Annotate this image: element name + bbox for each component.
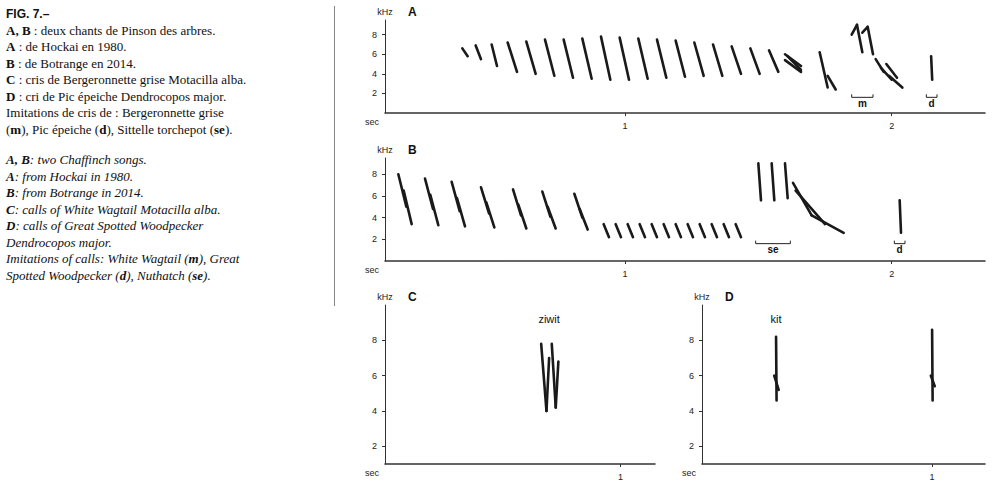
svg-text:A: A bbox=[408, 5, 417, 19]
html-text:FIG. 7.–: FIG. 7.– bbox=[6, 7, 50, 21]
svg-text:1: 1 bbox=[930, 472, 935, 481]
svg-text:2: 2 bbox=[372, 441, 377, 451]
html-text:C: cris de Bergeronnette grise: C: cris de Bergeronnette grise Motacilla… bbox=[6, 72, 247, 87]
html-text:(m), Pic épeiche (d), Sittelle: (m), Pic épeiche (d), Sittelle torchepot… bbox=[6, 121, 233, 137]
svg-text:8: 8 bbox=[372, 169, 377, 179]
html-text:Dendrocopos major.: Dendrocopos major. bbox=[6, 234, 112, 250]
svg-text:C: C bbox=[408, 290, 417, 304]
svg-text:6: 6 bbox=[689, 371, 694, 381]
html-text:D: calls of Great Spotted Wood: D: calls of Great Spotted Woodpecker bbox=[6, 218, 204, 233]
html-text:A, B: two Chaffinch songs.: A, B: two Chaffinch songs. bbox=[6, 152, 147, 167]
svg-text:kit: kit bbox=[771, 313, 782, 325]
html-text:C: calls of White Wagtail Mota: C: calls of White Wagtail Motacilla alba… bbox=[6, 201, 221, 217]
svg-text:m: m bbox=[858, 98, 867, 109]
svg-text:8: 8 bbox=[372, 30, 377, 40]
html-text:Spotted Woodpecker (d), Nuthat: Spotted Woodpecker (d), Nuthatch (se). bbox=[6, 267, 211, 283]
svg-text:ziwit: ziwit bbox=[538, 313, 559, 325]
svg-text:4: 4 bbox=[372, 213, 377, 223]
svg-text:6: 6 bbox=[372, 49, 377, 59]
svg-text:sec: sec bbox=[365, 468, 380, 478]
svg-text:4: 4 bbox=[689, 406, 694, 416]
svg-text:4: 4 bbox=[372, 406, 377, 416]
svg-text:se: se bbox=[767, 244, 779, 255]
svg-text:B: B bbox=[408, 143, 417, 157]
html-text:A: from Hockai in 1980.: A: from Hockai in 1980. bbox=[6, 168, 133, 184]
svg-text:d: d bbox=[897, 244, 903, 255]
svg-text:sec: sec bbox=[682, 468, 697, 478]
svg-text:4: 4 bbox=[372, 69, 377, 79]
svg-text:1: 1 bbox=[618, 472, 623, 481]
html-text:B: de Botrange en 2014.: B: de Botrange en 2014. bbox=[6, 55, 136, 71]
svg-text:kHz: kHz bbox=[377, 145, 393, 155]
svg-text:kHz: kHz bbox=[694, 292, 710, 302]
svg-text:6: 6 bbox=[372, 371, 377, 381]
svg-text:2: 2 bbox=[372, 234, 377, 244]
svg-text:d: d bbox=[929, 98, 935, 109]
html-text:A, B: deux chants de Pinson de: A, B: deux chants de Pinson des arbres. bbox=[6, 22, 216, 38]
html-text:B: from Botrange in 2014.: B: from Botrange in 2014. bbox=[6, 185, 144, 200]
svg-text:1: 1 bbox=[622, 269, 627, 279]
svg-text:sec: sec bbox=[365, 265, 380, 275]
html-text:A: de Hockai en 1980.: A: de Hockai en 1980. bbox=[6, 39, 127, 54]
svg-text:8: 8 bbox=[372, 335, 377, 345]
svg-text:1: 1 bbox=[622, 121, 627, 131]
svg-text:2: 2 bbox=[889, 269, 894, 279]
html-text:D: cri de Pic épeiche Dendroco: D: cri de Pic épeiche Dendrocopos major. bbox=[6, 88, 227, 104]
svg-text:2: 2 bbox=[889, 121, 894, 131]
svg-text:kHz: kHz bbox=[377, 292, 393, 302]
svg-text:sec: sec bbox=[365, 117, 380, 127]
svg-text:kHz: kHz bbox=[377, 7, 393, 17]
svg-text:D: D bbox=[725, 290, 734, 304]
svg-text:6: 6 bbox=[372, 191, 377, 201]
svg-text:2: 2 bbox=[689, 441, 694, 451]
svg-text:2: 2 bbox=[372, 88, 377, 98]
html-text:Imitations de cris de : Berger: Imitations de cris de : Bergeronnette gr… bbox=[6, 105, 224, 120]
svg-text:8: 8 bbox=[689, 335, 694, 345]
html-text:Imitations of calls: White Wag: Imitations of calls: White Wagtail (m), … bbox=[6, 251, 240, 266]
